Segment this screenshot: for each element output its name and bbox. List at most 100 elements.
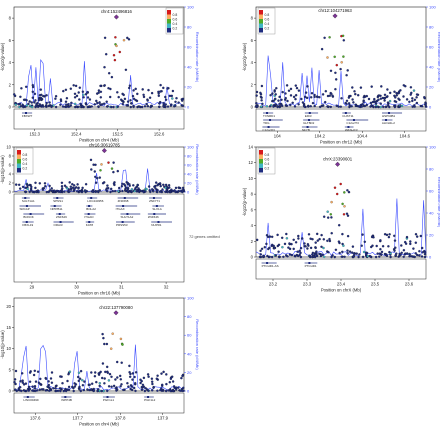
snp-point (61, 382, 64, 385)
snp-point (338, 251, 341, 255)
snp-point (34, 181, 37, 184)
snp-point (423, 255, 427, 259)
snp-point (167, 183, 171, 187)
y2-axis-label: Recombination rate (cM/Mb) (437, 177, 440, 228)
snp-point (117, 186, 121, 190)
ld-legend-label: 0.8 (23, 153, 28, 157)
snp-point (20, 389, 23, 393)
snp-point (360, 105, 363, 108)
snp-point (164, 95, 167, 99)
snp-point (44, 377, 48, 380)
ld-legend-label: 0.8 (265, 13, 270, 17)
snp-point (66, 379, 69, 383)
x-axis-label: Position on chr4 (Mb) (79, 422, 119, 427)
gene-exon (267, 126, 270, 128)
ld-legend-swatch (167, 28, 171, 33)
snp-point (181, 389, 184, 393)
snp-point (113, 58, 117, 62)
snp-point (326, 94, 330, 98)
snp-point (77, 187, 80, 190)
snp-point (86, 90, 89, 94)
snp-point (67, 388, 71, 391)
y2-tick-label: 100 (429, 145, 436, 150)
ld-legend-swatch (259, 23, 263, 28)
snp-point (76, 375, 80, 379)
y2-tick-label: 100 (187, 145, 194, 150)
y2-tick-label: 80 (187, 25, 192, 30)
x-tick-label: 152.5 (112, 132, 123, 137)
y-tick-label: 4 (9, 60, 12, 65)
panel-5: 0 5 10 15 20 0 20 40 60 80 100 -log10(p-value) Recom… (0, 296, 200, 427)
snp-point (49, 377, 53, 380)
snp-point (139, 381, 142, 385)
snp-point (115, 360, 119, 364)
snp-point (346, 249, 349, 252)
snp-point (168, 381, 171, 384)
snp-point (177, 386, 180, 389)
y-tick-label: 6 (9, 38, 12, 43)
snp-point (126, 382, 129, 385)
snp-point (276, 105, 279, 109)
snp-point (53, 189, 56, 192)
snp-point (131, 94, 135, 98)
snp-point (150, 91, 154, 95)
snp-point (52, 387, 55, 390)
y2-tick-label: 40 (429, 65, 434, 70)
snp-point (294, 93, 298, 97)
snp-point (415, 101, 419, 105)
snp-point (59, 389, 62, 393)
gene-label: LINC00499 (23, 398, 39, 402)
snp-point (384, 105, 387, 109)
snp-point (134, 87, 137, 91)
snp-point (73, 96, 77, 99)
snp-point (103, 65, 106, 69)
snp-point (259, 249, 262, 252)
snp-point (68, 181, 71, 184)
snp-point (134, 389, 137, 393)
gene-exon (266, 262, 269, 264)
snp-point (355, 252, 358, 255)
gene-label: LOC440356 (87, 199, 104, 203)
snp-point (142, 376, 146, 380)
y-tick-label: 10 (248, 176, 253, 181)
x-tick-label: 104.6 (400, 134, 411, 139)
snp-point (341, 250, 344, 253)
gene-label: CHST11 (342, 114, 354, 118)
snp-point (326, 239, 329, 242)
snp-point (320, 245, 323, 248)
snp-point (397, 91, 401, 95)
ld-legend-swatch (167, 14, 171, 19)
snp-point (304, 245, 307, 248)
snp-point (288, 242, 291, 245)
y2-tick-label: 100 (187, 5, 194, 10)
snp-point (130, 188, 134, 191)
snp-point (339, 67, 342, 71)
snp-point (136, 92, 139, 96)
snp-point (270, 255, 274, 259)
y2-axis-label: Recombination rate (cM/Mb) (195, 144, 200, 195)
snp-point (357, 255, 360, 259)
snp-point (88, 105, 91, 109)
snp-point (112, 182, 116, 185)
omitted-genes-note: 72 genes omitted (189, 234, 220, 239)
snp-point (353, 90, 356, 93)
snp-point (59, 387, 63, 390)
gene-exon (58, 213, 61, 215)
snp-point (277, 250, 280, 253)
y2-tick-label: 80 (429, 25, 434, 30)
snp-point (278, 105, 281, 109)
y-tick-label: 4 (9, 172, 12, 177)
gene-label: PTCHD1-AS (262, 264, 279, 268)
lead-snp-label: chr4:152496816 (101, 9, 133, 14)
snp-point (50, 187, 53, 190)
snp-point (398, 254, 401, 258)
snp-point (281, 245, 284, 249)
snp-point (67, 188, 71, 191)
snp-point (305, 96, 309, 100)
snp-point (48, 389, 51, 392)
snp-point (45, 103, 48, 107)
snp-point (147, 185, 151, 188)
snp-point (292, 95, 296, 99)
snp-point (114, 36, 117, 39)
snp-point (120, 383, 123, 386)
